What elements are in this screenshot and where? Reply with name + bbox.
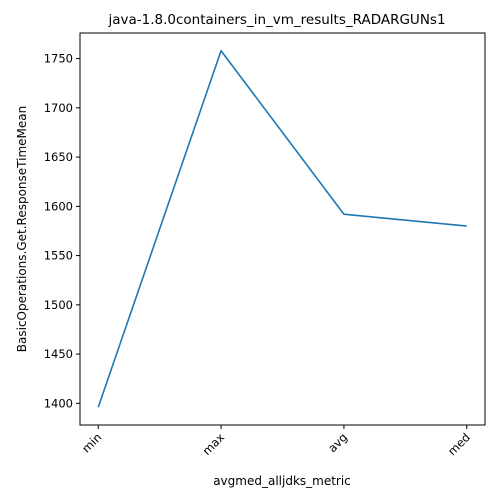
- x-axis-label: avgmed_alljdks_metric: [213, 474, 351, 488]
- y-tick-label: 1600: [44, 199, 73, 213]
- series-layer: [97, 49, 467, 408]
- y-tick-label: 1700: [44, 101, 73, 115]
- y-tick-label: 1550: [44, 249, 73, 263]
- y-tick-label: 1450: [44, 347, 73, 361]
- y-tick-label: 1750: [44, 52, 73, 66]
- y-tick-label: 1650: [44, 150, 73, 164]
- y-tick-label: 1500: [44, 298, 73, 312]
- plot-frame: [79, 32, 486, 426]
- y-axis-label: BasicOperations.Get.ResponseTimeMean: [15, 106, 29, 352]
- chart-title: java-1.8.0containers_in_vm_results_RADAR…: [107, 12, 445, 28]
- y-tick-label: 1400: [44, 396, 73, 410]
- y-axis-ticks: 1400 1450 1500 1550 1600 1650 1700 1750: [44, 52, 80, 410]
- series-line: [97, 49, 467, 408]
